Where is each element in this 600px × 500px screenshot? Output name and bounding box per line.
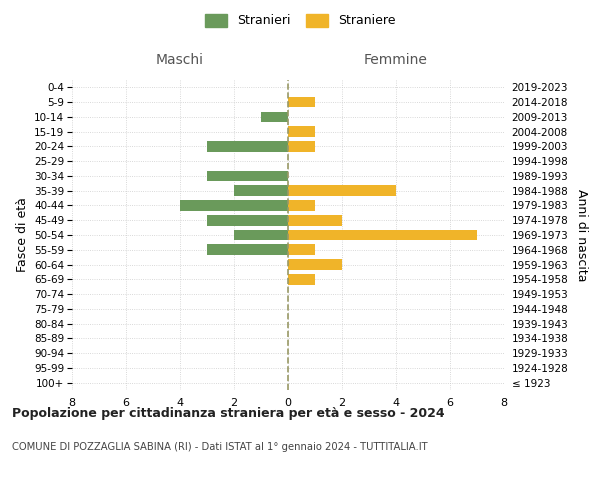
Bar — [207, 244, 288, 255]
Text: Popolazione per cittadinanza straniera per età e sesso - 2024: Popolazione per cittadinanza straniera p… — [12, 408, 445, 420]
Bar — [234, 186, 288, 196]
Bar — [288, 274, 315, 284]
Legend: Stranieri, Straniere: Stranieri, Straniere — [199, 8, 401, 32]
Bar — [288, 200, 315, 211]
Bar — [288, 215, 342, 226]
Y-axis label: Fasce di età: Fasce di età — [16, 198, 29, 272]
Text: COMUNE DI POZZAGLIA SABINA (RI) - Dati ISTAT al 1° gennaio 2024 - TUTTITALIA.IT: COMUNE DI POZZAGLIA SABINA (RI) - Dati I… — [12, 442, 428, 452]
Bar — [180, 200, 288, 211]
Text: Maschi: Maschi — [156, 54, 204, 68]
Bar — [207, 215, 288, 226]
Text: Femmine: Femmine — [364, 54, 428, 68]
Bar — [288, 186, 396, 196]
Bar — [207, 170, 288, 181]
Bar — [288, 259, 342, 270]
Bar — [288, 141, 315, 152]
Bar — [288, 230, 477, 240]
Bar — [288, 97, 315, 108]
Bar — [288, 244, 315, 255]
Bar — [288, 126, 315, 137]
Bar — [207, 141, 288, 152]
Y-axis label: Anni di nascita: Anni di nascita — [575, 188, 588, 281]
Bar — [234, 230, 288, 240]
Bar — [261, 112, 288, 122]
